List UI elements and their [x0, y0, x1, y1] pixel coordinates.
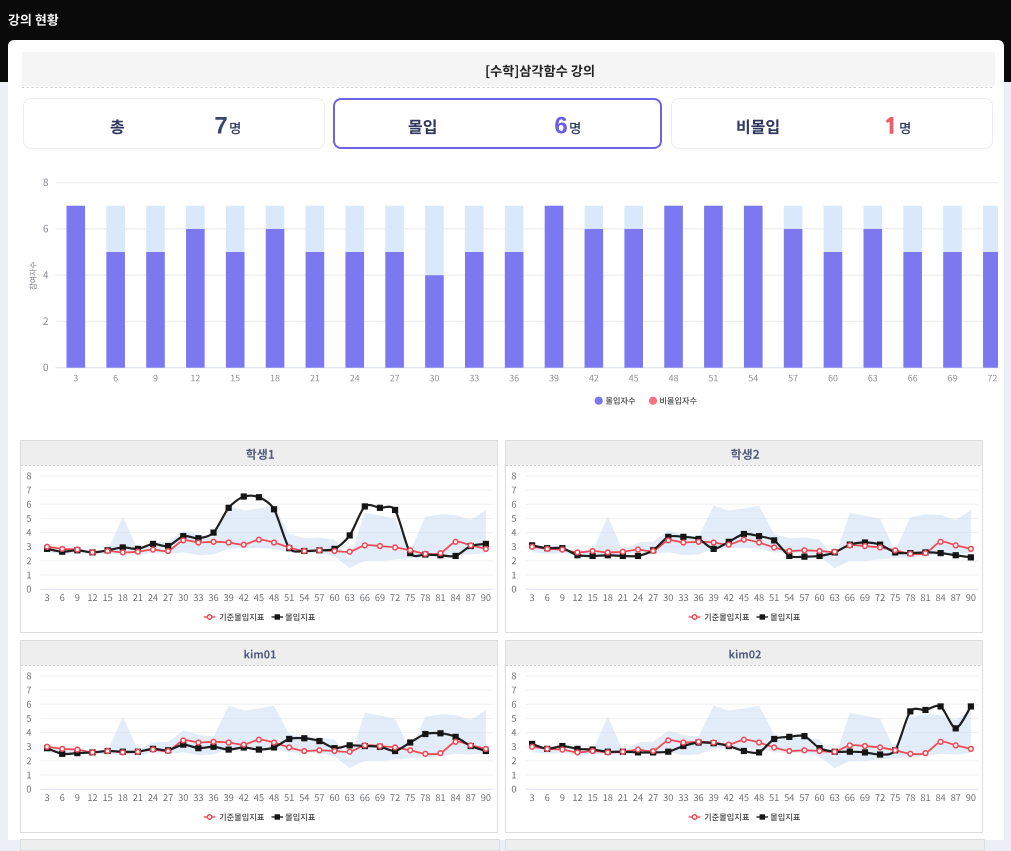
svg-text:6: 6: [554, 113, 567, 140]
svg-text:7: 7: [215, 113, 228, 140]
